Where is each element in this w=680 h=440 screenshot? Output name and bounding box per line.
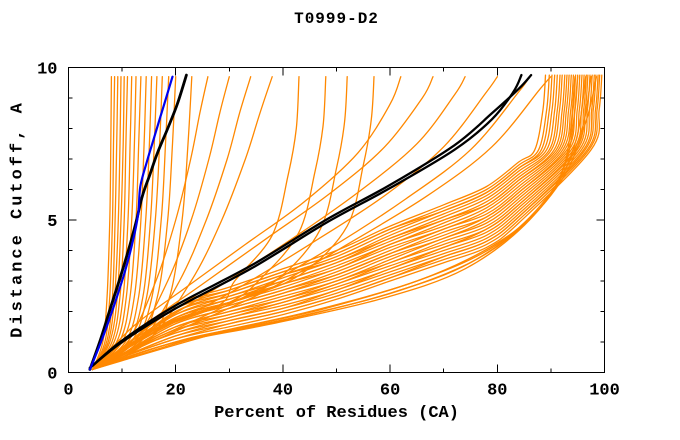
curve-o1 [91, 76, 113, 371]
curve-o25 [91, 76, 402, 371]
y-tick-label: 10 [37, 61, 57, 80]
curve-o2 [91, 76, 116, 371]
x-tick-label: 20 [165, 382, 185, 401]
chart-title: T0999-D2 [294, 10, 379, 28]
curve-o60 [91, 76, 576, 371]
curve-o41 [91, 74, 572, 371]
y-tick-label: 0 [47, 366, 57, 385]
curve-o38 [91, 74, 566, 371]
y-tick-label: 5 [47, 213, 57, 232]
curve-o30 [91, 76, 552, 371]
axes-frame [68, 67, 605, 373]
curve-o6 [91, 76, 129, 371]
curve-k2 [88, 73, 533, 370]
curve-o5 [91, 76, 125, 371]
curve-o19 [91, 76, 252, 371]
curve-o61 [91, 76, 598, 371]
x-tick-label: 0 [63, 382, 73, 401]
curve-o13 [91, 76, 163, 371]
curve-o43 [91, 74, 577, 371]
tick-labels: 0 20 40 60 80 100 0 5 10 [37, 61, 620, 401]
curves [88, 73, 603, 371]
curve-b1 [88, 75, 174, 371]
x-tick-label: 60 [380, 382, 400, 401]
curve-o58 [91, 76, 587, 371]
x-axis-label: Percent of Residues (CA) [214, 404, 459, 423]
curve-o4 [91, 76, 122, 371]
curve-o56 [91, 74, 603, 371]
curve-o52 [91, 74, 595, 371]
curve-k1 [88, 73, 523, 370]
curve-o3 [91, 76, 119, 371]
curve-o17 [91, 76, 209, 371]
curve-o7 [91, 76, 133, 371]
x-tick-label: 80 [487, 382, 507, 401]
x-tick-label: 40 [273, 382, 293, 401]
curve-o11 [91, 76, 153, 371]
curve-o48 [91, 74, 587, 371]
curve-o28 [91, 76, 498, 371]
x-tick-label: 100 [589, 382, 620, 401]
